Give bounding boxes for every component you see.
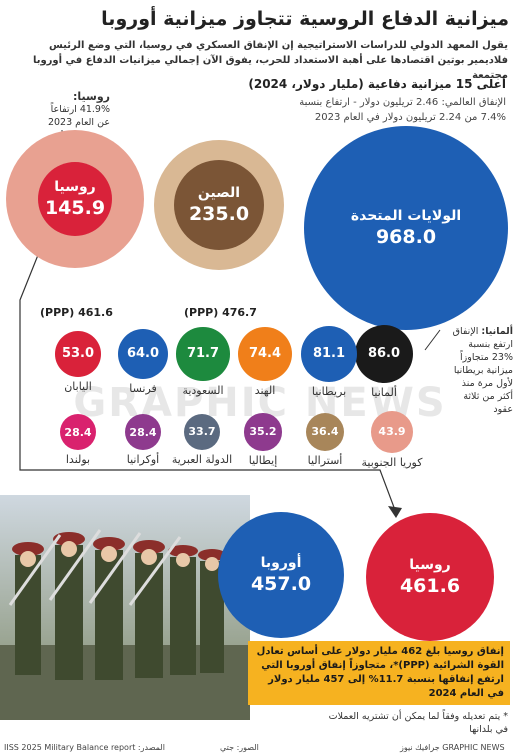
usa-bubble: الولايات المتحدة 968.0 [304, 126, 508, 330]
germany-note-t6: أكثر من ثلاثة [463, 391, 513, 402]
bubble-12: 33.7 [183, 413, 221, 451]
bubble-label: الدولة العبرية [171, 453, 233, 467]
germany-note-t3: 23% متجاوزاً [460, 352, 513, 363]
bubble-label: فرنسا [129, 382, 157, 396]
top15-title: أعلى 15 ميزانية دفاعية (مليار دولار، 202… [248, 77, 506, 91]
bubble-label: السعودية [182, 383, 224, 397]
ppp-note-box: إنفاق روسيا بلغ 462 مليار دولار على أساس… [248, 641, 510, 705]
germany-note-t1: الإنفاق [452, 326, 479, 337]
china-ppp: (PPP) 476.7 [184, 306, 257, 319]
bubble-value: 86.0 [367, 346, 401, 362]
europe-value: 457.0 [250, 573, 312, 595]
bubble-label: الهند [254, 384, 276, 398]
russia-note-heading: روسيا: [72, 90, 110, 103]
russia-note-line1: 41.9% ارتفاعاً [50, 104, 110, 115]
bubble-label: إيطاليا [248, 453, 278, 467]
soldiers-photo [0, 495, 250, 720]
bubble-value: 35.2 [249, 425, 277, 439]
bubble-value: 28.4 [64, 425, 92, 439]
usa-name: الولايات المتحدة [350, 208, 462, 224]
china-name: الصين [197, 185, 241, 201]
europe-bubble: أوروبا 457.0 [218, 512, 344, 638]
russia-ppp-bubble: روسيا 461.6 [366, 513, 494, 641]
bubble-label: أستراليا [307, 454, 343, 467]
bubble-value: 43.9 [378, 425, 406, 439]
bubble-value: 81.1 [312, 346, 346, 362]
bubble-4: 81.1 [300, 325, 358, 383]
top15-line2: 7.4% من 2.24 تريليون دولار في العام 2023 [314, 112, 506, 123]
bubble-5: 74.4 [237, 326, 293, 382]
bubble-8: 53.0 [55, 331, 101, 377]
russia-ppp-value: 461.6 [399, 575, 461, 597]
photo-credit: الصور: جتي [220, 743, 259, 752]
russia-bubble: روسيا 145.9 [38, 162, 112, 236]
germany-note: ألمانيا: الإنفاق ارتفع بنسبة 23% متجاوزا… [425, 325, 513, 416]
russia-ppp: (PPP) 461.6 [40, 306, 113, 319]
bubble-value: 64.0 [126, 346, 160, 362]
germany-note-t7: عقود [493, 404, 513, 415]
top15-line1: الإنفاق العالمي: 2.46 تريليون دولار - ار… [299, 97, 506, 108]
russia-note-line2: عن العام 2023 [47, 117, 110, 128]
bubble-7: 64.0 [117, 328, 169, 380]
footnote-line1: * يتم تعديله وفقاً لما يمكن أن تشتريه ال… [328, 711, 508, 722]
bubble-9: 43.9 [371, 411, 413, 453]
china-value: 235.0 [188, 203, 250, 225]
page-title: ميزانية الدفاع الروسية تتجاوز ميزانية أو… [101, 8, 509, 30]
bubble-14: 28.4 [60, 414, 96, 450]
bubble-value: 71.7 [186, 346, 220, 362]
russia-name: روسيا [54, 179, 96, 195]
bubble-10: 36.4 [305, 412, 344, 451]
germany-note-heading: ألمانيا: [481, 326, 513, 337]
bubble-11: 35.2 [244, 413, 282, 451]
footnote-line2: في بلدانها [469, 724, 508, 735]
russia-ppp-name: روسيا [409, 557, 451, 573]
bubble-value: 28.4 [129, 425, 157, 439]
bubble-3: 86.0 [354, 324, 414, 384]
bubble-label: بولندا [65, 453, 91, 466]
bubble-label: أوكرانيا [126, 453, 160, 466]
footnote: * يتم تعديله وفقاً لما يمكن أن تشتريه ال… [270, 710, 508, 736]
bubble-label: اليابان [64, 379, 92, 393]
bubble-6: 71.7 [176, 327, 230, 381]
bubble-label: بريطانيا [311, 385, 347, 399]
bubble-value: 33.7 [188, 425, 216, 439]
bubble-value: 74.4 [248, 346, 282, 362]
bubble-label: ألمانيا [371, 386, 397, 400]
bubble-value: 36.4 [311, 425, 339, 439]
intro-text: يقول المعهد الدولي للدراسات الاستراتيجية… [32, 40, 508, 81]
germany-note-t2: ارتفع بنسبة [468, 339, 513, 350]
bubble-value: 53.0 [61, 346, 95, 362]
usa-value: 968.0 [375, 226, 437, 248]
bubble-13: 28.4 [125, 414, 161, 450]
russia-note: روسيا: 41.9% ارتفاعاً عن العام 2023 [10, 90, 110, 129]
graphic-news-credit: جرافيك نيوز GRAPHIC NEWS [400, 743, 505, 752]
source-credit: المصدر: IISS 2025 Military Balance repor… [4, 743, 165, 752]
china-bubble: الصين 235.0 [174, 160, 264, 250]
germany-note-t5: لأول مرة منذ [461, 378, 513, 389]
bubble-label: كوريا الجنوبية [361, 455, 423, 469]
germany-note-t4: ميزانية بريطانيا [453, 365, 513, 376]
europe-name: أوروبا [260, 555, 302, 571]
russia-value: 145.9 [44, 197, 106, 219]
